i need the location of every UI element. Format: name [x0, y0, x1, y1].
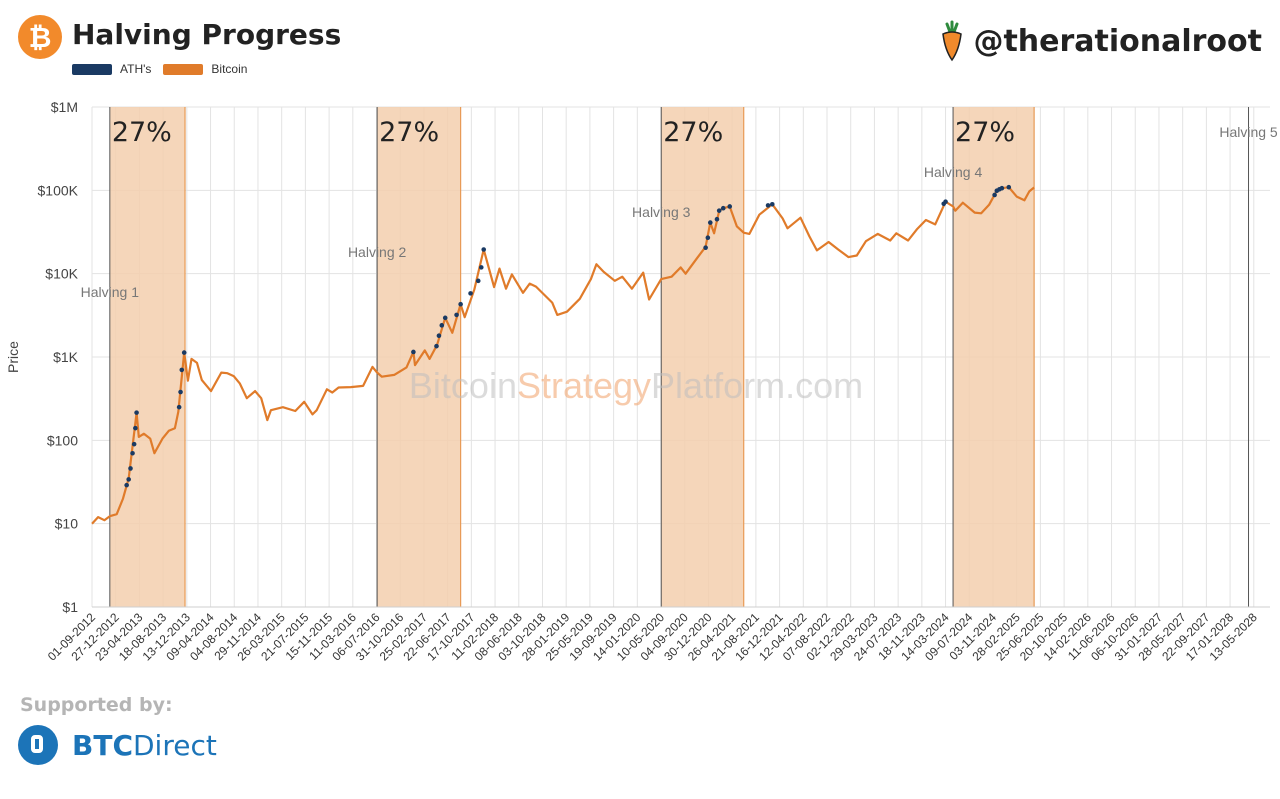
y-axis-label: Price [5, 341, 21, 373]
ath-point [131, 441, 137, 447]
halving-label: Halving 3 [632, 204, 691, 220]
ath-point [128, 466, 133, 471]
ath-point [124, 482, 129, 488]
ath-point [436, 333, 442, 339]
y-tick-label: $100 [47, 432, 78, 448]
ath-point [769, 201, 775, 207]
page-title: Halving Progress [72, 18, 342, 51]
ath-point [458, 301, 463, 307]
halving-label: Halving 1 [81, 284, 140, 300]
ath-point [181, 350, 187, 355]
band-percent-label: 27% [955, 117, 1015, 148]
legend-swatch-ath [72, 63, 112, 75]
ath-point [707, 220, 713, 225]
supported-by-label: Supported by: [20, 694, 173, 716]
ath-point [468, 291, 473, 296]
sponsor-logo: BTCDirect [18, 725, 217, 765]
halving-label: Halving 2 [348, 244, 407, 260]
ath-point [454, 312, 459, 318]
halving-band [377, 107, 461, 607]
sponsor-name: BTCDirect [72, 729, 217, 762]
halving-band [109, 107, 186, 607]
bitcoin-logo-icon: ₿ [18, 15, 62, 59]
btcdirect-logo-icon [18, 725, 58, 765]
ath-point [999, 185, 1005, 191]
author-handle: @therationalroot [939, 20, 1262, 62]
ath-point [481, 247, 487, 252]
ath-point [714, 216, 720, 222]
y-tick-label: $1 [62, 599, 78, 615]
y-tick-label: $1K [53, 349, 79, 365]
watermark-part: Strategy [517, 365, 651, 406]
ath-point [727, 204, 733, 209]
halving-band [953, 107, 1035, 607]
ath-point [703, 245, 708, 250]
handle-text: @therationalroot [973, 23, 1262, 59]
ath-point [434, 343, 439, 349]
watermark-part: Platform.com [651, 365, 863, 406]
ath-point [1006, 184, 1012, 190]
carrot-icon [942, 20, 963, 62]
ath-point [130, 450, 135, 456]
header: ₿ Halving Progress ATH's Bitcoin @therat… [0, 0, 1280, 90]
ath-point [439, 323, 445, 328]
legend: ATH's Bitcoin [72, 62, 247, 76]
band-percent-label: 27% [379, 117, 439, 148]
ath-point [705, 235, 711, 241]
y-tick-label: $10K [45, 266, 78, 282]
halving-label: Halving 5 [1219, 124, 1278, 140]
ath-point [716, 208, 722, 213]
ath-point [126, 477, 131, 482]
band-percent-label: 27% [663, 117, 723, 148]
halving-label: Halving 4 [924, 164, 983, 180]
ath-point [442, 315, 448, 321]
halving-chart: $1 $10 $100 $1K $10K $100K $1M Price 27% 27% 27% 27… [5, 99, 1278, 664]
ath-point [943, 199, 948, 205]
ath-point [411, 349, 416, 355]
ath-point [765, 203, 771, 208]
sponsor-name-light: Direct [133, 728, 217, 762]
ath-point [179, 367, 185, 373]
y-tick-label: $100K [38, 182, 79, 198]
legend-swatch-bitcoin [163, 63, 204, 75]
ath-point [178, 389, 183, 395]
legend-label-ath: ATH's [120, 62, 152, 76]
ath-point [992, 192, 997, 198]
bitcoin-price-line [91, 186, 1035, 525]
legend-label-bitcoin: Bitcoin [211, 62, 248, 76]
watermark-part: Bitcoin [409, 365, 517, 406]
halving-band [661, 107, 744, 607]
ath-point [134, 410, 139, 415]
sponsor-name-bold: BTC [72, 728, 133, 762]
ath-point [478, 265, 484, 270]
y-tick-label: $10 [55, 516, 79, 532]
ath-point [133, 425, 138, 431]
ath-point [176, 404, 182, 410]
ath-point [475, 278, 481, 284]
ath-point [720, 205, 726, 211]
watermark: BitcoinStrategyPlatform.com [409, 365, 863, 406]
band-percent-label: 27% [112, 117, 172, 148]
y-tick-label: $1M [51, 99, 78, 115]
